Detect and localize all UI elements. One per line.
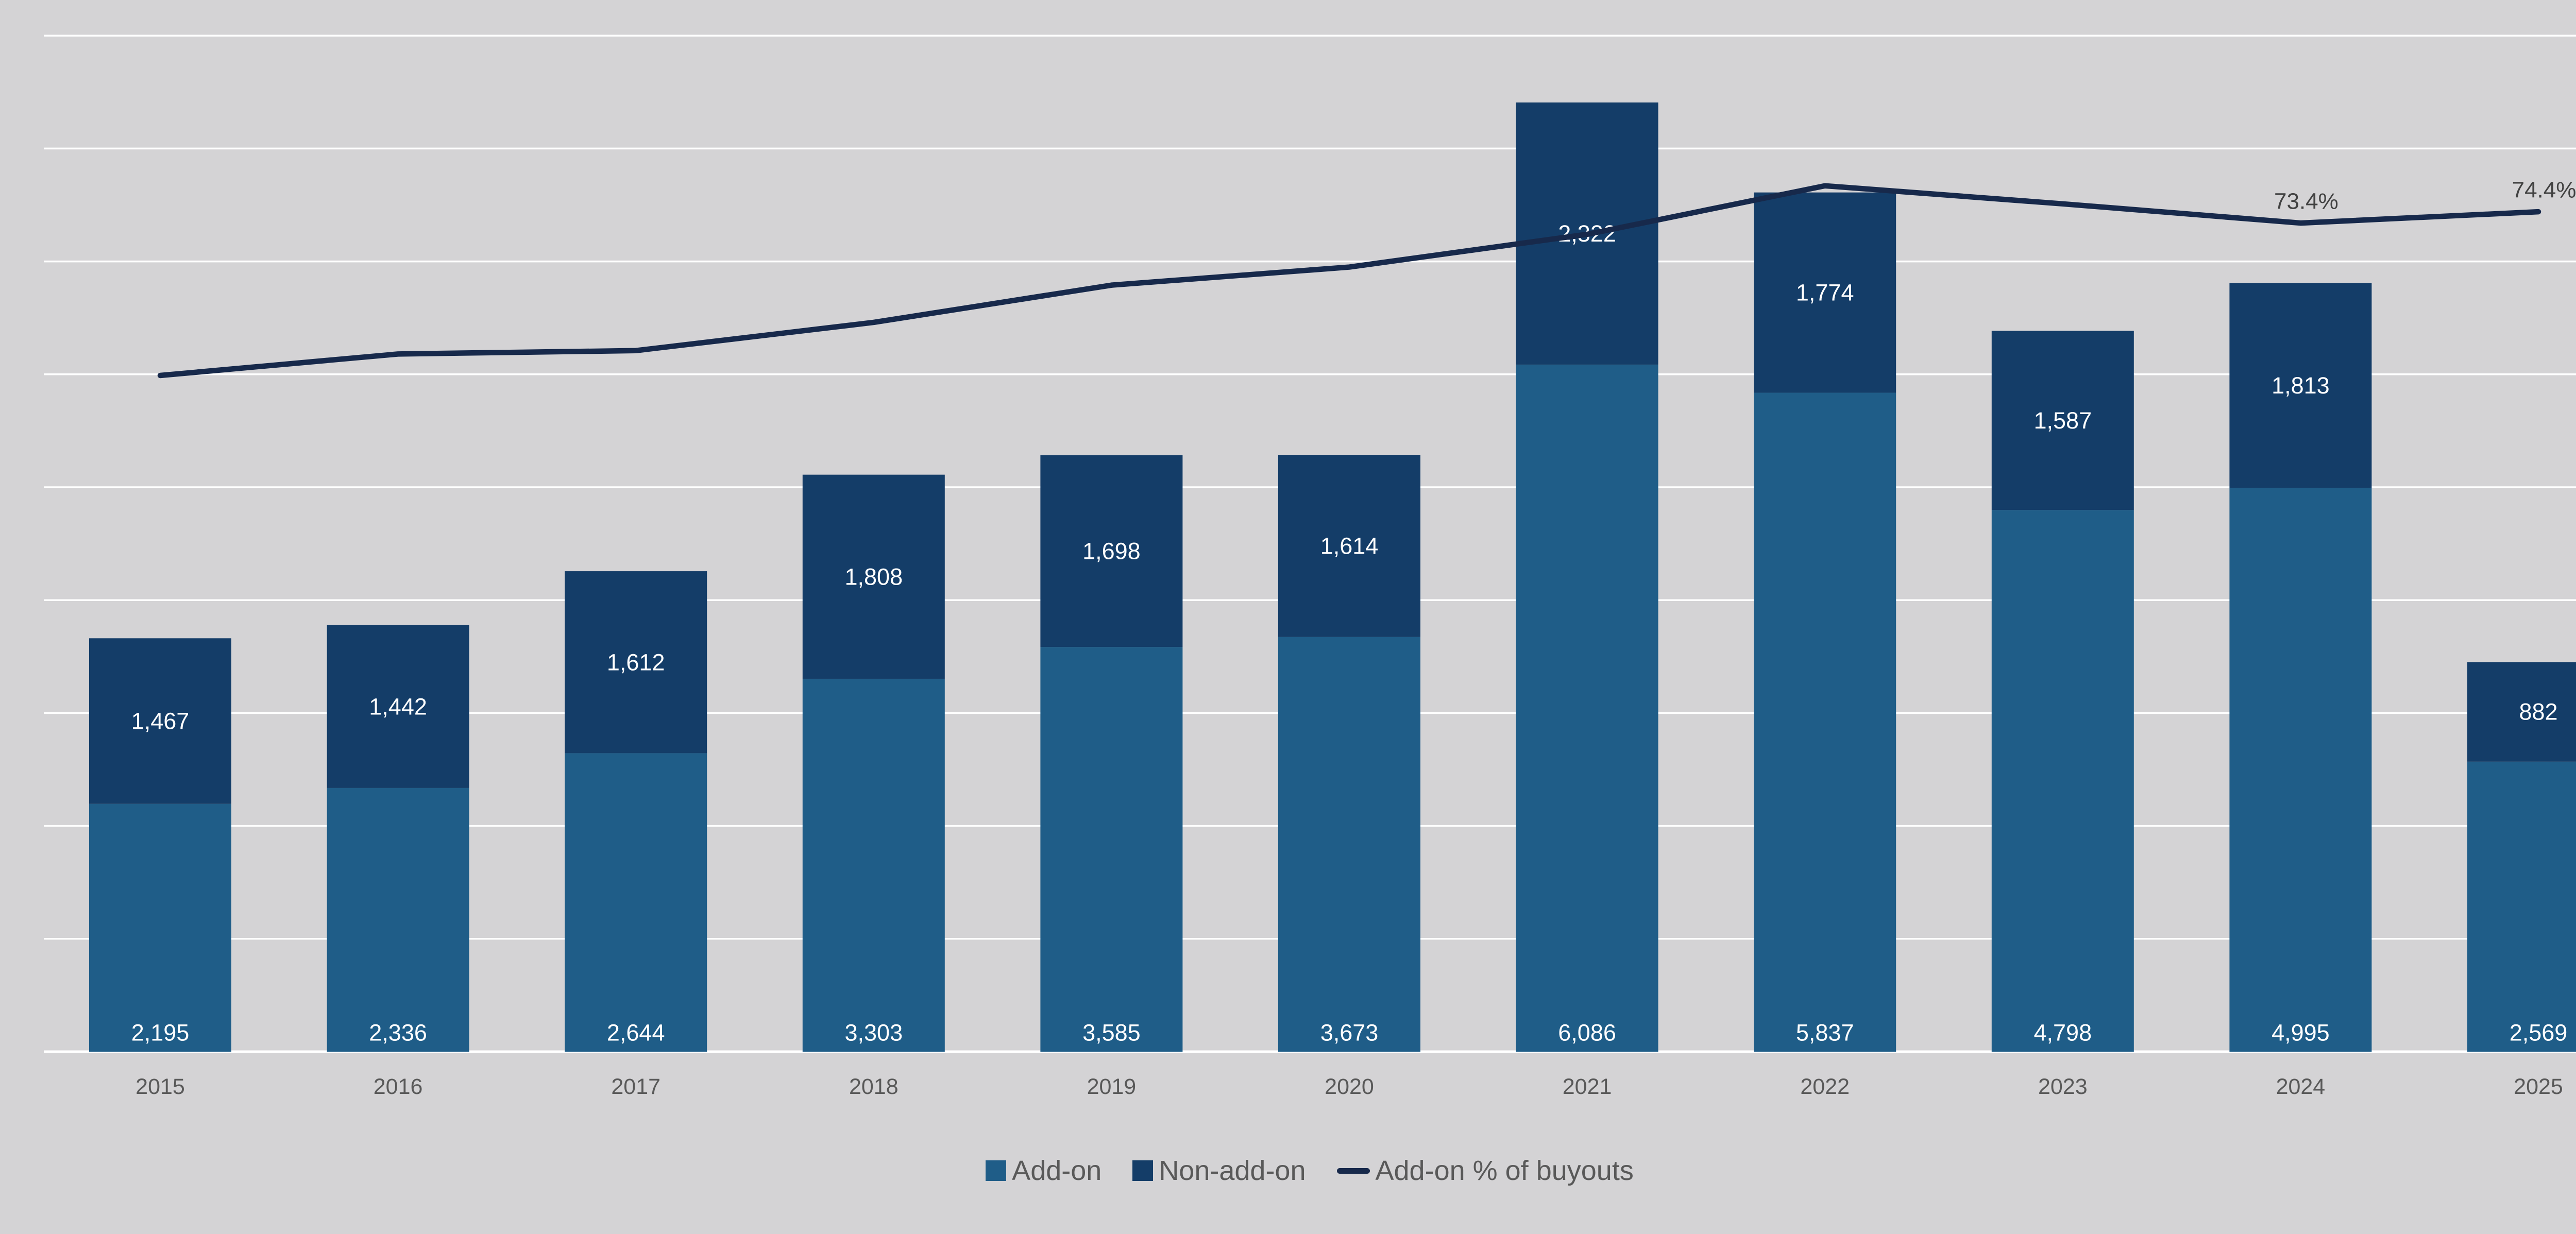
bar-segment-nonaddon-2015: [89, 638, 231, 804]
data-label-addon-2024: 4,995: [2272, 1020, 2330, 1046]
category-label-2020: 2020: [1325, 1074, 1374, 1099]
data-label-addon-2015: 2,195: [131, 1020, 190, 1046]
data-label-addon-2023: 4,798: [2033, 1020, 2092, 1046]
bar-segment-addon-2022: [1754, 392, 1896, 1052]
legend-label: Add-on % of buyouts: [1375, 1155, 1634, 1186]
data-label-addon-2021: 6,086: [1558, 1020, 1616, 1046]
bar-segment-addon-2015: [89, 803, 231, 1052]
data-label-nonaddon-2016: 1,442: [369, 693, 427, 719]
data-label-addon-2019: 3,585: [1082, 1020, 1141, 1046]
legend-square-marker-icon: [986, 1160, 1007, 1181]
bar-segment-addon-2023: [1991, 510, 2134, 1052]
data-label-addon-2022: 5,837: [1796, 1020, 1854, 1046]
bar-segment-addon-2016: [327, 787, 469, 1052]
category-label-2017: 2017: [611, 1074, 660, 1099]
data-label-nonaddon-2018: 1,808: [844, 563, 903, 590]
legend-line-marker-icon: [1336, 1168, 1370, 1174]
bar-segment-nonaddon-2020: [1278, 455, 1420, 637]
line-point-label-2025: 74.4%: [2512, 178, 2576, 203]
data-label-nonaddon-2023: 1,587: [2033, 407, 2092, 434]
data-label-nonaddon-2024: 1,813: [2272, 372, 2330, 399]
data-label-addon-2025: 2,569: [2510, 1020, 2568, 1046]
line-point-label-2024: 73.4%: [2274, 189, 2338, 214]
category-label-2015: 2015: [135, 1074, 185, 1099]
category-label-2025: 2025: [2514, 1074, 2563, 1099]
bar-segment-nonaddon-2019: [1040, 455, 1183, 647]
legend: Add-on Non-add-on Add-on % of buyouts: [0, 1157, 2576, 1185]
data-label-addon-2018: 3,303: [844, 1020, 903, 1046]
bar-segment-addon-2024: [2229, 488, 2372, 1052]
bar-segment-nonaddon-2022: [1754, 192, 1896, 393]
bar-segment-nonaddon-2025: [2467, 662, 2576, 762]
legend-item-non-add-on: Non-add-on: [1132, 1157, 1306, 1185]
data-label-nonaddon-2025: 882: [2519, 699, 2557, 725]
data-label-nonaddon-2015: 1,467: [131, 708, 190, 734]
category-label-2016: 2016: [374, 1074, 423, 1099]
data-label-nonaddon-2017: 1,612: [607, 649, 665, 675]
bar-segment-nonaddon-2018: [802, 474, 945, 679]
data-label-addon-2017: 2,644: [607, 1020, 665, 1046]
data-label-nonaddon-2020: 1,614: [1320, 533, 1379, 559]
bar-segment-addon-2021: [1516, 364, 1658, 1052]
data-label-nonaddon-2019: 1,698: [1082, 538, 1141, 564]
bar-segment-addon-2017: [565, 753, 707, 1052]
legend-square-marker-icon: [1132, 1160, 1154, 1181]
bar-segment-nonaddon-2016: [327, 625, 469, 788]
category-label-2019: 2019: [1087, 1074, 1137, 1099]
category-label-2018: 2018: [849, 1074, 899, 1099]
bar-segment-nonaddon-2024: [2229, 283, 2372, 488]
legend-label: Add-on: [1012, 1155, 1102, 1186]
category-label-2021: 2021: [1563, 1074, 1612, 1099]
line-addon-pct-of-buyouts: [157, 183, 2541, 379]
bar-segment-nonaddon-2017: [565, 571, 707, 753]
bar-segment-addon-2025: [2467, 761, 2576, 1052]
bar-segment-nonaddon-2023: [1991, 331, 2134, 510]
data-label-addon-2020: 3,673: [1320, 1020, 1379, 1046]
bar-segment-addon-2018: [802, 678, 945, 1052]
bar-segment-addon-2020: [1278, 637, 1420, 1052]
data-label-nonaddon-2022: 1,774: [1796, 280, 1854, 306]
legend-item-add-on: Add-on: [986, 1157, 1101, 1185]
bar-segment-addon-2019: [1040, 647, 1183, 1052]
category-label-2024: 2024: [2276, 1074, 2326, 1099]
legend-label: Non-add-on: [1159, 1155, 1306, 1186]
legend-item-add-on-of-buyouts: Add-on % of buyouts: [1336, 1155, 1634, 1186]
category-label-2022: 2022: [1800, 1074, 1850, 1099]
category-label-2023: 2023: [2038, 1074, 2088, 1099]
data-label-addon-2016: 2,336: [369, 1020, 427, 1046]
